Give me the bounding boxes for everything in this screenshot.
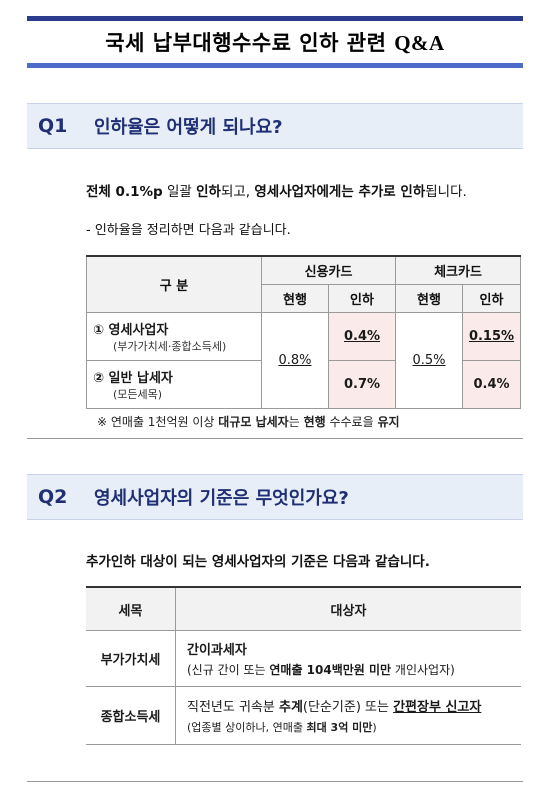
- q1-summary: 전체 0.1%p 일괄 인하되고, 영세사업자에게는 추가로 인하됩니다.: [86, 180, 467, 200]
- q2-title: 영세사업자의 기준은 무엇인가요?: [94, 488, 349, 509]
- page-title-main: 국세 납부대행수수료 인하 관련: [105, 31, 387, 55]
- col-credit-reduced: 인하: [328, 283, 396, 313]
- q1-title: 인하율은 어떻게 되나요?: [94, 117, 283, 138]
- criteria-table: 세목 대상자 부가가치세 간이과세자 (신규 간이 또는 연매출 104백만원 …: [86, 586, 521, 745]
- inc-l2-b: 최대 3억 미만: [306, 721, 373, 734]
- q1-s-a: 전체: [86, 184, 116, 200]
- title-bar-bottom: [27, 63, 523, 68]
- separator-bottom: [27, 781, 523, 782]
- credit-reduced-small: 0.4%: [328, 311, 396, 361]
- row-label-small-business: ① 영세사업자 (부가가치세·종합소득세): [86, 311, 262, 361]
- fn-e: 수수료을: [325, 415, 378, 429]
- fn-d: 현행: [303, 415, 326, 429]
- q1-number: Q1: [38, 115, 68, 137]
- check-reduced-general: 0.4%: [462, 359, 521, 409]
- page-title-qa: Q&A: [394, 31, 445, 55]
- col-category: 구 분: [86, 255, 262, 313]
- table-row: ① 영세사업자 (부가가치세·종합소득세) 0.8% 0.4% 0.5% 0.1…: [86, 311, 521, 409]
- fn-f: 유지: [377, 415, 400, 429]
- page-title: 국세 납부대행수수료 인하 관련 Q&A: [27, 21, 523, 63]
- q2-number: Q2: [38, 486, 68, 508]
- q1-s-h: 됩니다.: [425, 184, 467, 200]
- separator-q1: [27, 438, 523, 439]
- q1-header: Q1 인하율은 어떻게 되나요?: [27, 103, 523, 149]
- target-vat-line2: (신규 간이 또는 연매출 104백만원 미만 개인사업자): [187, 661, 520, 678]
- table-row: 부가가치세 간이과세자 (신규 간이 또는 연매출 104백만원 미만 개인사업…: [86, 630, 521, 687]
- fn-c: 는: [288, 415, 304, 429]
- target-vat-line1: 간이과세자: [187, 643, 247, 658]
- q1-intro: - 인하율을 정리하면 다음과 같습니다.: [86, 223, 291, 238]
- row-label-main: ① 영세사업자: [93, 322, 169, 338]
- target-income-line2: (업종별 상이하나, 연매출 최대 3억 미만): [187, 719, 520, 735]
- q2-intro: 추가인하 대상이 되는 영세사업자의 기준은 다음과 같습니다.: [86, 554, 430, 570]
- target-income: 직전년도 귀속분 추계(단순기준) 또는 간편장부 신고자 (업종별 상이하나,…: [175, 686, 521, 745]
- tax-income: 종합소득세: [86, 686, 176, 745]
- q1-s-b: 0.1%p: [115, 184, 163, 200]
- q1-s-d: 인하: [196, 184, 221, 200]
- q1-s-f: 영세사업자에게는: [254, 184, 359, 200]
- credit-current-value: 0.8%: [261, 311, 329, 409]
- vat-l2-b: 연매출 104백만원 미만: [269, 663, 392, 677]
- rate-table: 구 분 신용카드 체크카드 현행 인하 현행 인하 ① 영세사업자 (부가가치세…: [86, 255, 521, 409]
- target-income-line1: 직전년도 귀속분 추계(단순기준) 또는 간편장부 신고자: [187, 696, 520, 715]
- inc-l1-b: 추계: [279, 700, 303, 715]
- check-reduced-small: 0.15%: [462, 311, 521, 361]
- q1-s-e: 되고,: [220, 184, 255, 200]
- inc-l1-d: 간편장부 신고자: [393, 700, 482, 715]
- title-bar-top: [27, 16, 523, 21]
- check-current-value: 0.5%: [395, 311, 463, 409]
- row-label-sub: (부가가치세·종합소득세): [113, 339, 227, 353]
- inc-l1-a: 직전년도 귀속분: [187, 700, 279, 715]
- inc-l2-c: ): [372, 721, 377, 734]
- inc-l1-c: (단순기준) 또는: [302, 700, 394, 715]
- page-title-block: 국세 납부대행수수료 인하 관련 Q&A: [27, 16, 523, 68]
- row-label-main: ② 일반 납세자: [93, 370, 173, 386]
- credit-reduced-general: 0.7%: [328, 359, 396, 409]
- fn-b: 대규모 납세자: [218, 415, 289, 429]
- col-credit-card: 신용카드: [261, 255, 396, 285]
- q1-s-c: 일괄: [162, 184, 197, 200]
- col-tax-type: 세목: [86, 586, 176, 631]
- col-credit-current: 현행: [261, 283, 329, 313]
- col-check-reduced: 인하: [462, 283, 521, 313]
- col-target: 대상자: [175, 586, 521, 631]
- col-check-card: 체크카드: [395, 255, 521, 285]
- vat-l2-a: (신규 간이 또는: [187, 663, 270, 677]
- col-check-current: 현행: [395, 283, 463, 313]
- fn-a: ※ 연매출 1천억원 이상: [97, 415, 219, 429]
- target-vat: 간이과세자 (신규 간이 또는 연매출 104백만원 미만 개인사업자): [175, 630, 521, 687]
- table-row: 종합소득세 직전년도 귀속분 추계(단순기준) 또는 간편장부 신고자 (업종별…: [86, 686, 521, 745]
- row-label-general: ② 일반 납세자 (모든세목): [86, 359, 262, 409]
- tax-vat: 부가가치세: [86, 630, 176, 687]
- inc-l2-a: (업종별 상이하나, 연매출: [187, 721, 307, 734]
- q1-footnote: ※ 연매출 1천억원 이상 대규모 납세자는 현행 수수료을 유지: [97, 413, 400, 430]
- vat-l2-c: 개인사업자): [391, 663, 455, 677]
- row-label-sub: (모든세목): [113, 387, 163, 401]
- q2-header: Q2 영세사업자의 기준은 무엇인가요?: [27, 474, 523, 520]
- q1-s-g: 추가로 인하: [358, 184, 426, 200]
- table-row: ② 일반 납세자 (모든세목) 0.7% 0.4%: [86, 359, 521, 409]
